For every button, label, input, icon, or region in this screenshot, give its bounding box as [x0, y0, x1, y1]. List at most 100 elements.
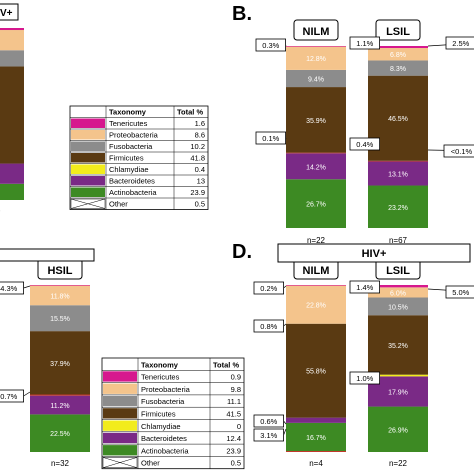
legend-taxon-name: Tenericutes — [141, 373, 180, 382]
legend-swatch-cross — [102, 457, 138, 468]
legend-total-value: 0.5 — [195, 200, 205, 209]
callout-box — [349, 371, 381, 385]
segment-label: 35.2% — [388, 343, 408, 350]
group-header-box — [0, 248, 95, 262]
callout-value: 0.2% — [260, 284, 277, 293]
legend-swatch-actinobacteria — [103, 445, 137, 456]
legend-header-total: Total % — [213, 360, 239, 369]
callout-box — [349, 36, 381, 50]
bar-segment-unlabeled — [286, 450, 346, 452]
segment-label: 14.2% — [306, 164, 326, 171]
legend-total-value: 23.9 — [190, 188, 205, 197]
callout-value: 0.4% — [356, 140, 373, 149]
callout-value: 1.4% — [356, 283, 373, 292]
legend-swatch-actinobacteria — [71, 187, 105, 197]
legend-swatch-fusobacteria — [103, 395, 137, 407]
segment-label: 12.8% — [306, 56, 326, 63]
segment-label: 6.0% — [390, 290, 406, 297]
legend-swatch-bacteroidetes — [103, 432, 137, 444]
callout-leader-line — [23, 391, 31, 397]
bar-segment-actinobacteria — [30, 414, 90, 452]
bar-segment-proteobacteria — [286, 285, 346, 324]
callout-box — [445, 36, 474, 50]
segment-label: 11.8% — [50, 293, 69, 300]
bar-segment-actinobacteria — [0, 183, 24, 200]
sample-size-label: n=4 — [309, 459, 323, 468]
legend-swatch-tenericutes — [71, 118, 105, 128]
segment-label: 22.8% — [306, 303, 326, 310]
callout-value: 3.1% — [260, 431, 277, 440]
callout-box — [255, 38, 287, 52]
segment-label: 46.5% — [388, 116, 408, 123]
callout-leader-line — [283, 428, 287, 436]
bar-segment-tenericutes — [368, 285, 428, 288]
sample-size-label: n=32 — [51, 459, 70, 468]
callout-value: 0.3% — [262, 41, 279, 50]
bar-category-label: NILM — [303, 26, 330, 38]
legend-taxon-name: Firmicutes — [109, 154, 144, 163]
legend-taxon-name: Actinobacteria — [109, 188, 157, 197]
segment-label: 10.5% — [388, 304, 408, 311]
segment-label: 15.5% — [50, 316, 70, 323]
bar-category-box — [293, 19, 339, 41]
sample-size-label: n=22 — [389, 459, 408, 468]
legend-header-taxonomy: Taxonomy — [141, 360, 179, 369]
legend-swatch-bacteroidetes — [71, 176, 105, 186]
segment-label: 9.4% — [308, 76, 324, 83]
legend-taxon-name: Bacteroidetes — [109, 177, 155, 186]
legend-total-value: 10.2 — [190, 142, 205, 151]
callout-value: 5.0% — [452, 288, 469, 297]
callout-value: <0.1% — [451, 147, 473, 156]
bar-category-box — [375, 19, 421, 41]
legend-taxon-name: Firmicutes — [141, 410, 176, 419]
legend-taxon-name: Tenericutes — [109, 119, 148, 128]
group-header-box — [277, 243, 471, 263]
legend-taxon-name: Chlamydiae — [141, 422, 181, 431]
callout-box — [253, 281, 285, 295]
legend-swatch-firmicutes — [103, 408, 137, 419]
bar-segment-proteobacteria — [30, 285, 90, 306]
group-label-box — [0, 3, 19, 21]
callout-box — [255, 131, 287, 145]
legend-total-value: 23.9 — [226, 446, 241, 455]
legend-total-value: 41.8 — [190, 154, 205, 163]
segment-label: 22.5% — [50, 431, 70, 438]
bar-segment-tenericutes — [286, 46, 346, 47]
segment-label: 37.9% — [50, 361, 70, 368]
bar-segment-fusobacteria — [0, 50, 24, 67]
callout-value: 0.6% — [260, 417, 277, 426]
legend-swatch-firmicutes — [71, 153, 105, 163]
segment-label: 26.7% — [306, 202, 326, 209]
bar-category-label: NILM — [303, 265, 330, 277]
callout-box — [253, 414, 285, 428]
bar-segment-proteobacteria — [368, 287, 428, 298]
bar-segment-actinobacteria — [286, 179, 346, 228]
callout-value: 4.3% — [0, 284, 17, 293]
callout-value: 1.0% — [356, 374, 373, 383]
segment-label: 11.2% — [50, 403, 69, 410]
legend-total-value: 0 — [237, 422, 241, 431]
bar-segment-firmicutes — [286, 87, 346, 153]
bar-segment-fusobacteria — [368, 297, 428, 316]
bar-segment-fusobacteria — [286, 69, 346, 88]
bar-segment-actinobacteria — [286, 422, 346, 451]
bar-category-label: LSIL — [386, 265, 410, 277]
legend-swatch-proteobacteria — [103, 383, 137, 394]
legend-taxon-name: Bacteroidetes — [141, 434, 187, 443]
bar-segment-proteobacteria — [368, 48, 428, 61]
callout-box — [349, 137, 381, 151]
legend-swatch-chlamydiae — [103, 420, 137, 431]
bar-segment-firmicutes — [286, 323, 346, 418]
sample-size-label: 9 — [0, 207, 1, 216]
segment-label: 23.2% — [388, 205, 408, 212]
segment-label: 26.9% — [388, 427, 408, 434]
bar-segment-bacteroidetes — [30, 395, 90, 415]
callout-box — [349, 280, 381, 294]
bar-segment-bacteroidetes — [0, 163, 24, 184]
legend-taxon-name: Actinobacteria — [141, 446, 189, 455]
segment-label: 35.9% — [306, 118, 326, 125]
legend-header-total: Total % — [177, 108, 203, 117]
segment-label: 17.9% — [388, 389, 408, 396]
bar-segment-fusobacteria — [30, 305, 90, 332]
legend-total-value: 8.6 — [195, 131, 205, 140]
